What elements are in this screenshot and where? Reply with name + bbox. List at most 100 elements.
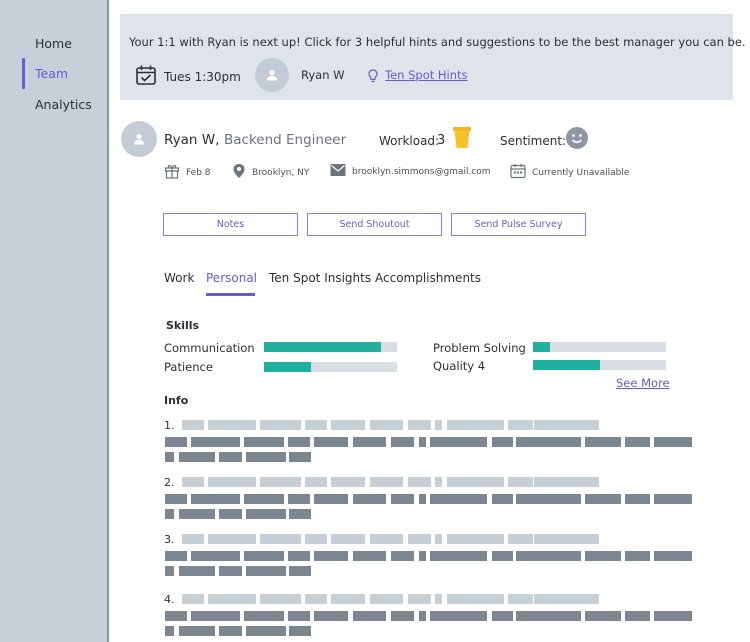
notes-button[interactable]: Notes (163, 213, 298, 236)
placeholder-text-block (391, 494, 414, 504)
skill-bar (264, 342, 397, 352)
placeholder-text-block (447, 420, 504, 430)
email[interactable]: brooklyn.simmons@gmail.com (330, 163, 491, 180)
tab-ten-spot-insights[interactable]: Ten Spot Insights (269, 271, 372, 285)
placeholder-text-block (447, 534, 504, 544)
placeholder-text-block (534, 420, 599, 430)
placeholder-text-block (165, 566, 174, 576)
avatar (255, 58, 289, 92)
placeholder-text-block (246, 452, 286, 462)
placeholder-text-block (331, 594, 365, 604)
placeholder-text-block (625, 494, 650, 504)
placeholder-text-block (370, 534, 403, 544)
skill-bar-fill (264, 342, 382, 352)
placeholder-text-block (516, 551, 581, 561)
placeholder-text-block (353, 611, 386, 621)
calendar-icon (510, 163, 532, 182)
skill-bar (533, 360, 666, 370)
placeholder-text-block (447, 477, 504, 487)
tab-personal[interactable]: Personal (206, 271, 258, 285)
skill-label: Quality 4 (433, 359, 486, 373)
placeholder-text-block (625, 437, 650, 447)
placeholder-text-block (305, 477, 327, 487)
tab-work[interactable]: Work (164, 271, 195, 285)
placeholder-text-block (516, 611, 581, 621)
cup-icon (452, 126, 472, 154)
send-shoutout-button[interactable]: Send Shoutout (307, 213, 442, 236)
placeholder-text-block (314, 611, 348, 621)
user-icon (266, 66, 278, 85)
placeholder-text-block (419, 494, 426, 504)
profile-name: Ryan W, (164, 132, 220, 148)
placeholder-text-block (246, 626, 286, 636)
placeholder-text-block (191, 611, 240, 621)
placeholder-text-block (447, 594, 504, 604)
placeholder-text-block (179, 566, 215, 576)
skill-bar-fill (264, 362, 311, 372)
attendee-name: Ryan W (301, 68, 345, 82)
placeholder-text-block (182, 477, 204, 487)
placeholder-text-block (219, 566, 242, 576)
send-pulse-survey-button[interactable]: Send Pulse Survey (451, 213, 586, 236)
birthday: Feb 8 (164, 163, 211, 182)
sidebar-item-team[interactable]: Team (35, 66, 69, 81)
placeholder-text-block (260, 534, 301, 544)
placeholder-text-block (585, 437, 621, 447)
placeholder-text-block (408, 420, 431, 430)
one-on-one-banner[interactable]: Your 1:1 with Ryan is next up! Click for… (120, 14, 746, 100)
placeholder-text-block (246, 509, 286, 519)
placeholder-text-block (408, 534, 431, 544)
placeholder-text-block (408, 477, 431, 487)
placeholder-text-block (370, 420, 403, 430)
skill-label: Communication (164, 341, 255, 355)
placeholder-text-block (419, 437, 426, 447)
placeholder-text-block (219, 626, 242, 636)
placeholder-text-block (165, 611, 187, 621)
skills-heading: Skills (166, 319, 200, 332)
email-text[interactable]: brooklyn.simmons@gmail.com (352, 166, 491, 177)
placeholder-text-block (191, 551, 240, 561)
placeholder-text-block (534, 594, 599, 604)
placeholder-text-block (314, 494, 348, 504)
location-pin-icon (232, 163, 252, 182)
info-heading: Info (164, 394, 189, 407)
placeholder-text-block (208, 420, 256, 430)
placeholder-text-block (179, 452, 215, 462)
ten-spot-hints-link[interactable]: Ten Spot Hints (385, 68, 468, 82)
tab-accomplishments[interactable]: Accomplishments (375, 271, 482, 285)
sidebar: Home Team Analytics (0, 0, 109, 642)
placeholder-text-block (508, 594, 533, 604)
placeholder-text-block (182, 594, 204, 604)
placeholder-text-block (260, 594, 301, 604)
placeholder-text-block (289, 566, 311, 576)
placeholder-text-block (260, 477, 301, 487)
placeholder-text-block (208, 534, 256, 544)
placeholder-text-block (492, 551, 513, 561)
placeholder-text-block (419, 551, 426, 561)
placeholder-text-block (492, 494, 513, 504)
user-icon (133, 130, 145, 149)
sidebar-item-analytics[interactable]: Analytics (35, 97, 92, 112)
sidebar-item-home[interactable]: Home (35, 36, 72, 51)
smiley-icon (566, 127, 588, 153)
placeholder-text-block (165, 452, 174, 462)
placeholder-text-block (435, 594, 442, 604)
placeholder-text-block (244, 551, 284, 561)
placeholder-text-block (182, 420, 204, 430)
placeholder-text-block (585, 494, 621, 504)
see-more-link[interactable]: See More (616, 376, 670, 390)
meeting-time: Tues 1:30pm (164, 70, 241, 84)
placeholder-text-block (219, 509, 242, 519)
placeholder-text-block (260, 420, 301, 430)
placeholder-text-block (288, 437, 310, 447)
placeholder-text-block (219, 452, 242, 462)
placeholder-text-block (353, 551, 386, 561)
placeholder-text-block (288, 611, 310, 621)
placeholder-text-block (654, 551, 692, 561)
skill-bar (264, 362, 397, 372)
placeholder-text-block (435, 477, 442, 487)
placeholder-text-block (492, 437, 513, 447)
placeholder-text-block (165, 509, 174, 519)
placeholder-text-block (165, 494, 187, 504)
placeholder-text-block (305, 420, 327, 430)
